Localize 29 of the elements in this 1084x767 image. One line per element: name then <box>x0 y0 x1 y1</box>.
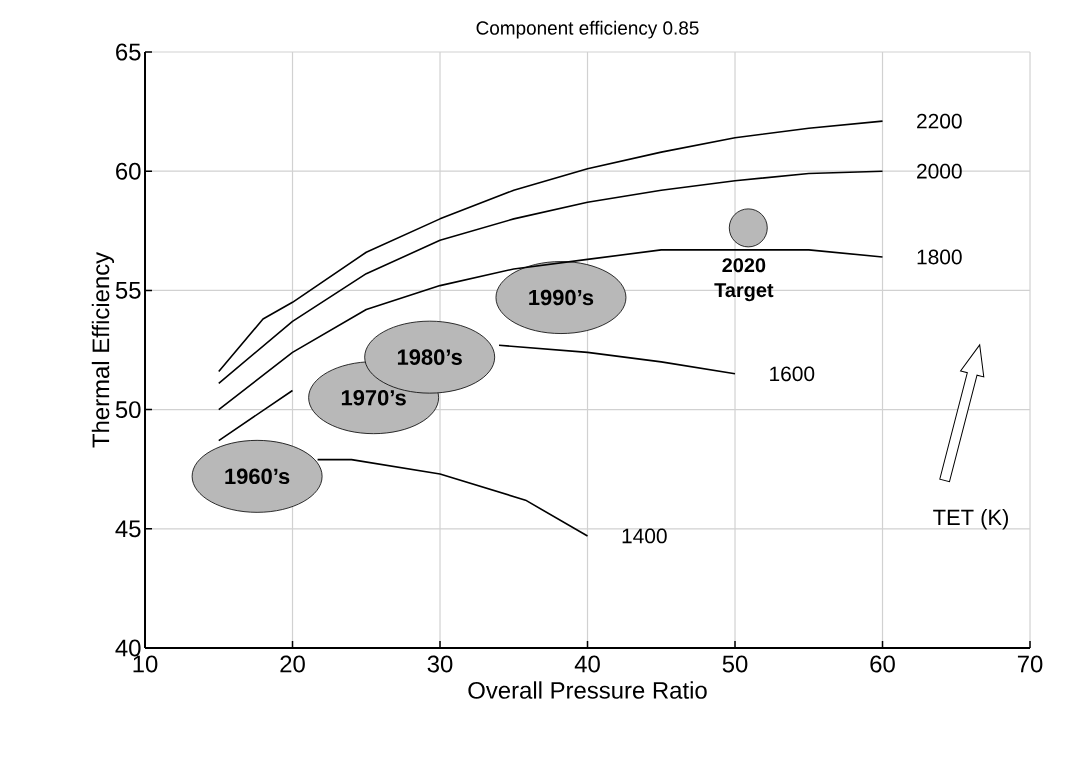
annotation: 2020 Target <box>714 258 774 302</box>
y-axis-title: Thermal Efficiency <box>91 251 115 448</box>
annotation: 1960’s <box>225 468 290 485</box>
annotation: TET (K) <box>933 509 1008 530</box>
y-tick-label: 50 <box>115 401 141 419</box>
y-tick-label: 55 <box>115 282 141 299</box>
line-series <box>217 170 884 385</box>
series-label: 2000 <box>917 163 962 179</box>
x-tick-label: 20 <box>280 655 305 673</box>
y-tick-label: 45 <box>115 520 141 538</box>
series-label: 1400 <box>622 528 667 544</box>
annotation: 1970’s <box>341 389 406 406</box>
x-tick-label: 10 <box>133 655 158 673</box>
series-label: 1800 <box>917 249 962 265</box>
chart-title: Component efficiency 0.85 <box>476 20 699 39</box>
x-tick-label: 50 <box>722 655 748 673</box>
x-tick-label: 30 <box>427 655 453 673</box>
series-label: 2200 <box>917 113 962 129</box>
y-tick-label: 65 <box>116 43 141 61</box>
line-series <box>316 458 589 537</box>
y-tick-label: 40 <box>115 639 141 657</box>
x-axis-title: Overall Pressure Ratio <box>468 681 707 699</box>
x-tick-label: 70 <box>1017 655 1043 673</box>
x-tick-label: 60 <box>870 655 895 673</box>
annotation: 1990’s <box>529 289 594 306</box>
series-label: 1600 <box>770 366 815 382</box>
x-tick-label: 40 <box>574 655 600 673</box>
annotation: 1980’s <box>397 349 462 365</box>
y-tick-label: 60 <box>116 162 141 180</box>
